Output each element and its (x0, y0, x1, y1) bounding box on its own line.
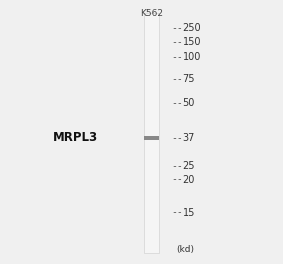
Text: --: -- (171, 52, 183, 62)
Text: --: -- (171, 74, 183, 84)
Text: 37: 37 (183, 133, 195, 143)
Text: K562: K562 (140, 9, 163, 18)
Text: --: -- (171, 208, 183, 218)
Text: --: -- (171, 161, 183, 171)
Text: 150: 150 (183, 37, 201, 47)
Text: (kd): (kd) (176, 245, 194, 254)
Text: 75: 75 (183, 74, 195, 84)
Text: 25: 25 (183, 161, 195, 171)
Text: 50: 50 (183, 98, 195, 108)
Text: 15: 15 (183, 208, 195, 218)
Text: --: -- (171, 175, 183, 185)
Text: --: -- (171, 133, 183, 143)
Bar (144, 136, 159, 140)
Text: MRPL3: MRPL3 (52, 131, 98, 144)
Bar (144, 13, 159, 253)
Text: 20: 20 (183, 175, 195, 185)
Text: --: -- (171, 37, 183, 47)
Text: 100: 100 (183, 52, 201, 62)
Text: 250: 250 (183, 23, 201, 33)
Text: --: -- (171, 23, 183, 33)
Text: --: -- (171, 98, 183, 108)
